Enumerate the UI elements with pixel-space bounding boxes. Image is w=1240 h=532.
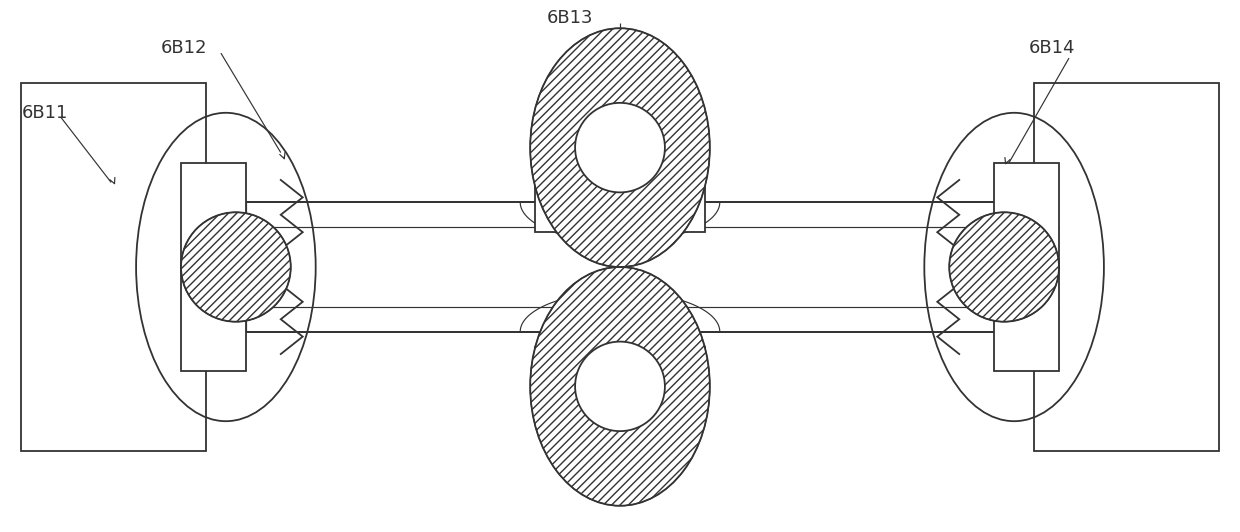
Text: 6B11: 6B11 [21, 104, 68, 122]
Bar [21, 83, 206, 451]
Text: 6B12: 6B12 [161, 39, 207, 57]
Circle shape [950, 212, 1059, 322]
Bar [536, 346, 704, 392]
Bar [536, 187, 704, 232]
Bar [1034, 83, 1219, 451]
Bar [181, 163, 246, 371]
Ellipse shape [531, 28, 709, 267]
Circle shape [575, 342, 665, 431]
Circle shape [575, 103, 665, 193]
Circle shape [181, 212, 290, 322]
Ellipse shape [136, 113, 316, 421]
Text: 6B13: 6B13 [547, 9, 594, 27]
Bar [994, 163, 1059, 371]
Ellipse shape [531, 267, 709, 506]
Ellipse shape [924, 113, 1104, 421]
Text: 6B14: 6B14 [1029, 39, 1075, 57]
